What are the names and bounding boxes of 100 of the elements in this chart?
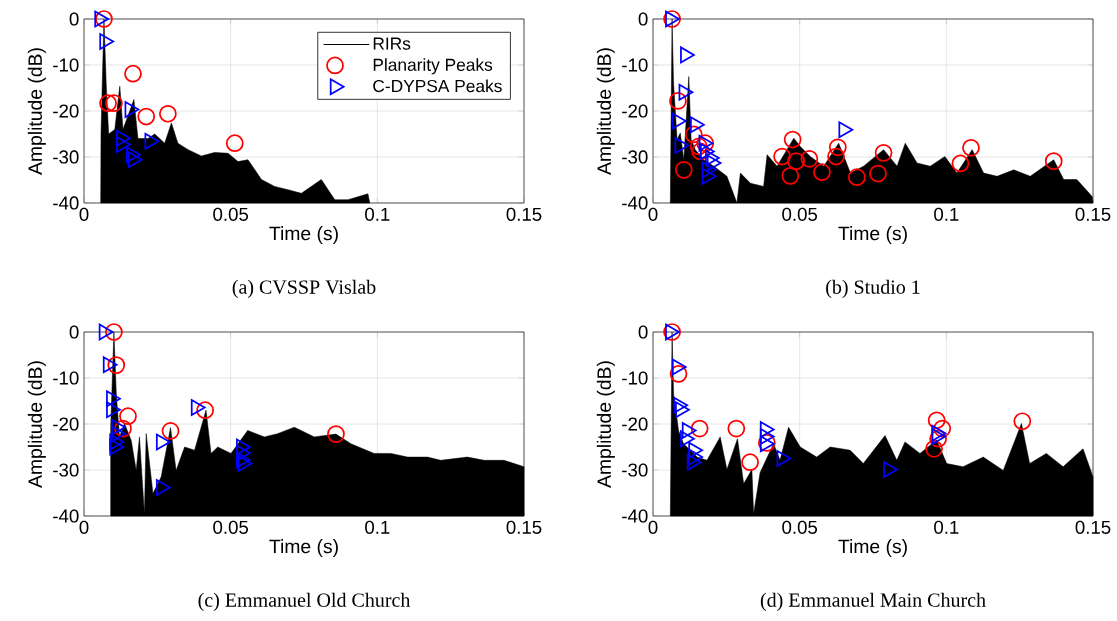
point <box>196 401 215 420</box>
point <box>848 168 866 187</box>
x-tick-label: 0.15 <box>506 207 542 221</box>
y-axis-title: Amplitude (dB) <box>596 361 615 488</box>
point <box>962 138 980 157</box>
legend-label: C-DYPSA Peaks <box>373 79 502 93</box>
point <box>1044 152 1063 171</box>
y-tick-label: -10 <box>622 58 648 72</box>
x-tick-label: 0 <box>79 207 89 221</box>
x-tick-label: 0 <box>648 207 658 221</box>
legend-label: RIRs <box>373 37 411 50</box>
point <box>701 161 717 179</box>
point <box>706 154 722 172</box>
point <box>690 116 705 134</box>
x-axis-title: Time (s) <box>838 539 907 558</box>
x-tick-label: 0.15 <box>506 520 542 534</box>
x-tick-label: 0.05 <box>782 207 818 221</box>
point <box>680 430 695 448</box>
point <box>925 439 943 458</box>
y-tick-label: -10 <box>53 58 79 72</box>
point <box>781 166 800 185</box>
point <box>680 46 695 64</box>
point <box>951 154 970 173</box>
point <box>869 164 887 183</box>
y-tick-label: -20 <box>622 417 648 431</box>
y-tick-label: -30 <box>53 463 79 477</box>
point <box>773 147 791 166</box>
text: (d) Emmanuel Main Church <box>760 592 986 611</box>
x-axis-title: Time (s) <box>269 226 338 245</box>
x-tick-label: 0.1 <box>365 207 390 221</box>
x-tick-label: 0.05 <box>213 520 249 534</box>
point <box>106 401 121 419</box>
point <box>828 138 847 157</box>
point <box>106 390 121 408</box>
point <box>1013 412 1032 431</box>
point <box>111 418 126 436</box>
point <box>675 401 690 419</box>
point <box>787 152 806 171</box>
point <box>673 396 689 414</box>
point <box>838 121 854 139</box>
point <box>102 356 118 374</box>
y-tick-label: -30 <box>622 463 648 477</box>
point <box>669 92 687 110</box>
y-axis-title: Amplitude (dB) <box>596 48 615 175</box>
point <box>688 441 704 459</box>
point <box>700 143 715 160</box>
point <box>161 422 180 440</box>
x-axis-title: Time (s) <box>269 539 338 558</box>
point <box>933 419 952 438</box>
point <box>783 130 802 149</box>
point <box>119 407 137 426</box>
point <box>671 358 687 376</box>
y-tick-label: -10 <box>53 371 79 385</box>
text: (b) Studio 1 <box>826 279 920 298</box>
point <box>678 83 694 101</box>
point <box>237 455 253 472</box>
point <box>927 411 946 430</box>
point <box>727 419 746 438</box>
point <box>236 438 251 456</box>
y-tick-label: -10 <box>622 371 648 385</box>
x-tick-label: 0.15 <box>1075 520 1111 534</box>
point <box>109 433 125 451</box>
point <box>688 448 704 466</box>
point <box>931 424 947 442</box>
point <box>691 142 710 161</box>
point <box>109 438 125 456</box>
point <box>759 428 775 445</box>
y-tick-label: -40 <box>53 509 79 523</box>
point <box>105 323 123 341</box>
x-tick-label: 0.05 <box>213 207 249 221</box>
y-tick-label: -40 <box>622 509 648 523</box>
y-tick-label: -40 <box>622 196 648 210</box>
point <box>114 419 132 438</box>
x-tick-label: 0.1 <box>365 520 390 534</box>
point <box>681 422 697 439</box>
y-tick-label: -20 <box>53 104 79 118</box>
x-tick-label: 0.05 <box>782 520 818 534</box>
point <box>155 433 171 451</box>
point <box>111 425 126 443</box>
point <box>883 461 898 478</box>
y-tick-label: -30 <box>622 150 648 164</box>
y-tick-label: -40 <box>53 196 79 210</box>
x-tick-label: 0 <box>648 520 658 534</box>
x-axis-title: Time (s) <box>838 226 907 245</box>
point <box>800 149 819 168</box>
legend-label: Planarity Peaks <box>373 58 493 75</box>
x-tick-label: 0.15 <box>1075 207 1111 221</box>
x-tick-label: 0.1 <box>934 520 959 534</box>
point <box>674 137 690 154</box>
point <box>689 137 708 156</box>
point <box>674 161 693 179</box>
point <box>155 479 171 496</box>
point <box>705 149 720 167</box>
y-tick-label: 0 <box>638 325 648 339</box>
y-tick-label: -20 <box>622 104 648 118</box>
point <box>741 453 759 472</box>
point <box>686 453 702 471</box>
point <box>671 112 687 130</box>
text: (c) Emmanuel Old Church <box>198 592 411 611</box>
point <box>874 143 893 162</box>
